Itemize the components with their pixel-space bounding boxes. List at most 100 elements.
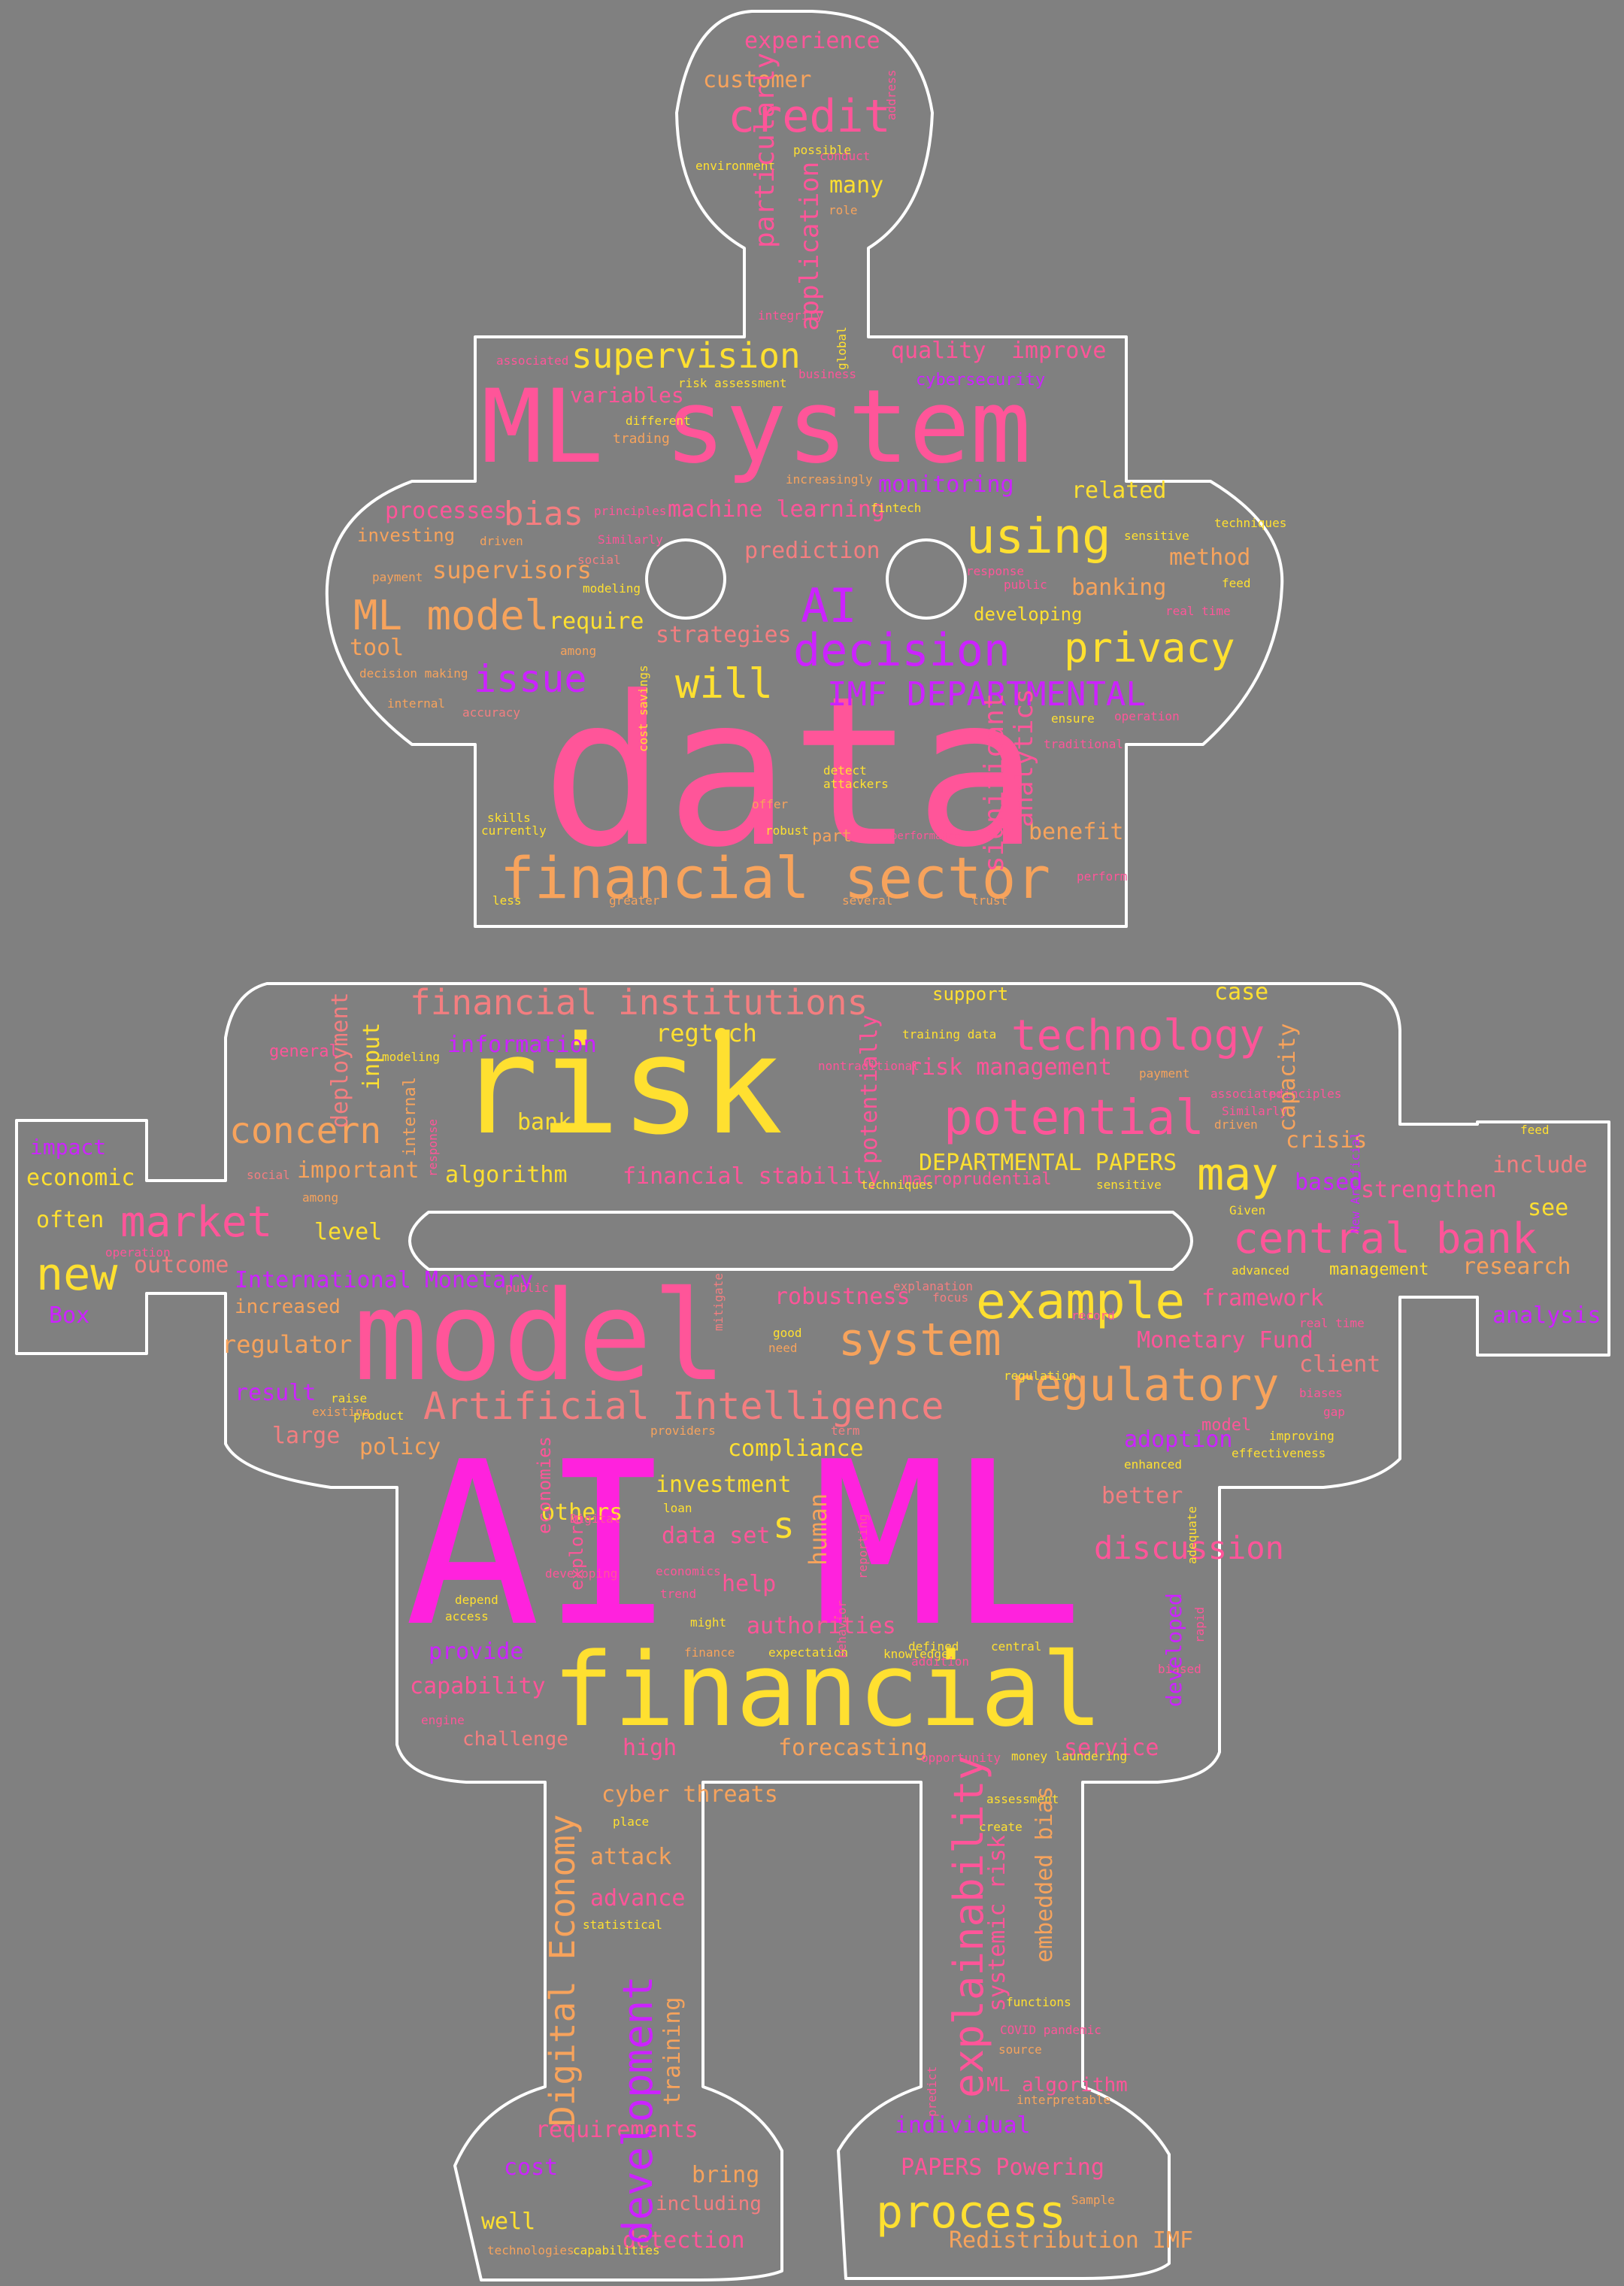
- word: forecasting: [778, 1735, 928, 1761]
- word: environment: [695, 159, 775, 173]
- word: nontraditional: [818, 1059, 920, 1073]
- word: Similarly: [1222, 1104, 1287, 1118]
- word: often: [36, 1207, 105, 1233]
- word: framework: [1201, 1285, 1324, 1311]
- word: privacy: [1064, 624, 1235, 672]
- word: adoption: [1124, 1426, 1233, 1453]
- word: others: [541, 1499, 623, 1526]
- word: bias: [504, 495, 583, 533]
- word: training: [659, 1996, 686, 2106]
- word: currently: [481, 823, 547, 838]
- word: record: [1071, 1308, 1115, 1323]
- word: many: [829, 172, 884, 199]
- word: different: [626, 414, 691, 428]
- word: biased: [1158, 1662, 1201, 1676]
- word: AI: [801, 578, 857, 633]
- word: issue: [474, 657, 587, 701]
- word: include: [1492, 1152, 1588, 1178]
- word: good: [773, 1326, 802, 1340]
- word: advance: [590, 1885, 686, 1912]
- word: among: [560, 644, 597, 658]
- word: several: [842, 893, 893, 908]
- word: regulatory: [1007, 1359, 1280, 1411]
- word: place: [613, 1815, 650, 1829]
- word: compliance: [728, 1436, 864, 1462]
- word: associated: [1210, 1087, 1283, 1101]
- word: capability: [410, 1673, 546, 1699]
- word: internal: [401, 1077, 420, 1157]
- word: help: [722, 1571, 777, 1597]
- word: integrity: [758, 308, 823, 323]
- word: system: [838, 1314, 1001, 1366]
- word: internal: [387, 696, 446, 711]
- word: rapid: [1192, 1606, 1207, 1643]
- word: robust: [765, 823, 809, 838]
- word: performance: [891, 830, 961, 842]
- word: processes: [385, 498, 508, 524]
- word: see: [1528, 1195, 1569, 1221]
- word: information: [447, 1032, 597, 1058]
- word: trust: [971, 893, 1008, 908]
- word: sensitive: [1096, 1178, 1162, 1192]
- word: requirements: [535, 2117, 698, 2143]
- word: product: [353, 1408, 404, 1423]
- word: DEPARTMENTAL PAPERS: [919, 1150, 1177, 1176]
- word: related: [1071, 478, 1167, 504]
- word: biases: [1299, 1386, 1343, 1400]
- word: feed: [1222, 576, 1251, 590]
- word: assessment: [986, 1792, 1059, 1806]
- word: functions: [1006, 1995, 1071, 2009]
- word: economic: [26, 1165, 135, 1191]
- word: investment: [656, 1472, 792, 1498]
- word: driven: [1214, 1117, 1258, 1132]
- word: embedded bias: [1032, 1786, 1058, 1963]
- word: central bank: [1233, 1214, 1538, 1263]
- word: capacity: [1274, 1023, 1301, 1132]
- word: mitigate: [711, 1272, 726, 1331]
- word: existing: [312, 1405, 371, 1419]
- word: attackers: [823, 777, 889, 791]
- word: cybersecurity: [916, 371, 1046, 390]
- word: Similarly: [598, 532, 663, 547]
- word: improve: [1011, 338, 1107, 364]
- word: credit: [728, 90, 891, 143]
- word: analysis: [1492, 1302, 1601, 1329]
- word: operation: [105, 1245, 171, 1260]
- word: focus: [932, 1290, 969, 1305]
- word: raise: [331, 1391, 368, 1405]
- word: decision: [793, 624, 1010, 677]
- word: predict: [925, 2066, 939, 2117]
- word: challenge: [462, 1728, 568, 1751]
- word: response: [966, 564, 1025, 578]
- word: AI ML: [404, 1414, 1084, 1676]
- word: significant: [979, 693, 1010, 872]
- word: feed: [1520, 1123, 1550, 1137]
- word: method: [1169, 544, 1251, 571]
- word: public: [505, 1281, 549, 1295]
- word: behavior: [835, 1599, 849, 1658]
- word: input: [359, 1022, 385, 1090]
- word: International Monetary: [235, 1267, 534, 1293]
- word: require: [549, 608, 644, 635]
- word: particularly: [750, 52, 780, 248]
- word: developing: [545, 1566, 618, 1581]
- word: will: [675, 660, 774, 708]
- word: interpretable: [1017, 2093, 1111, 2107]
- word: algorithm: [445, 1162, 568, 1188]
- word: loan: [663, 1501, 692, 1515]
- word: better: [1101, 1483, 1183, 1509]
- word: including: [656, 2193, 762, 2215]
- word: explainability: [945, 1755, 992, 2098]
- word: ML model: [353, 592, 550, 639]
- word: real time: [1165, 604, 1231, 618]
- word: discussion: [1094, 1530, 1284, 1566]
- word: authorities: [747, 1613, 896, 1639]
- word: knowledge: [883, 1647, 949, 1661]
- word: research: [1462, 1254, 1571, 1280]
- word: support: [932, 984, 1009, 1005]
- word: human: [804, 1493, 832, 1566]
- word: money laundering: [1011, 1749, 1128, 1763]
- word: development: [614, 1975, 662, 2245]
- word: cost savings: [636, 665, 650, 752]
